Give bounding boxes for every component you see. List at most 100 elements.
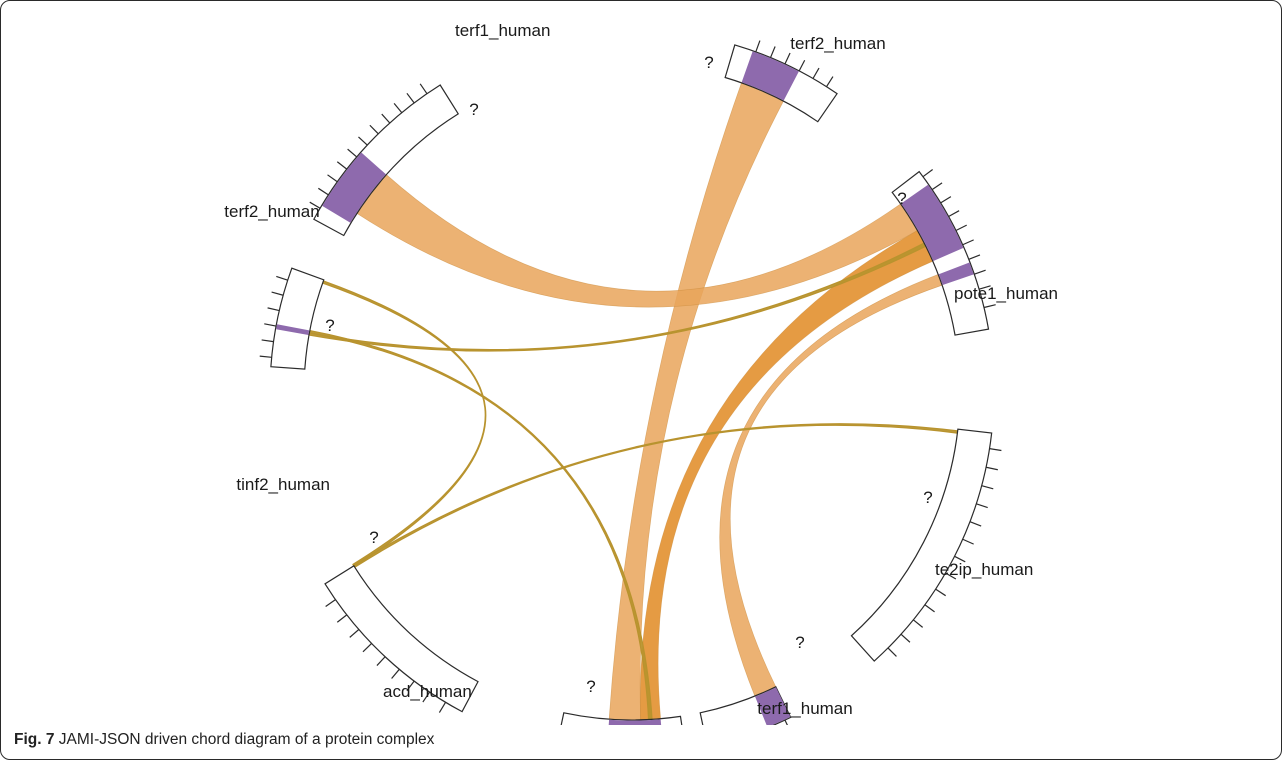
tick-mark [825, 76, 834, 88]
tick-mark [406, 680, 415, 692]
link-terf1_top-terf1_bottom [608, 82, 784, 721]
tick-mark [974, 269, 986, 275]
tick-mark [406, 92, 415, 104]
unknown-position-marker: ? [469, 100, 478, 119]
tick-mark [376, 656, 386, 666]
tick-mark [976, 503, 988, 509]
segment-terf1_top [724, 40, 838, 123]
tick-mark [940, 196, 952, 204]
tick-mark [422, 691, 431, 703]
binding-site [608, 719, 662, 725]
tick-mark [985, 466, 998, 471]
unknown-position-marker: ? [586, 677, 595, 696]
link-tinf2-acd [321, 280, 487, 568]
segment-pote1 [850, 428, 1002, 662]
unknown-position-marker: ? [897, 189, 906, 208]
tick-mark [784, 52, 791, 65]
tick-mark [968, 254, 981, 260]
caption-text: JAMI-JSON driven chord diagram of a prot… [58, 731, 435, 748]
segment-acd [324, 564, 479, 713]
segment-label: terf2_human [790, 34, 885, 53]
binding-site [276, 324, 310, 335]
binding-site [901, 184, 964, 261]
tick-mark [369, 124, 379, 135]
tick-mark [347, 148, 358, 158]
segment-arc [324, 564, 479, 713]
segments-layer [259, 40, 1002, 725]
tick-mark [327, 174, 338, 183]
tick-mark [812, 67, 820, 79]
tick-mark [381, 113, 391, 124]
unknown-position-marker: ? [795, 633, 804, 652]
segment-terf2_left [309, 83, 460, 237]
tick-mark [912, 619, 924, 628]
tick-mark [349, 629, 360, 638]
segment-label: terf1_human [455, 21, 550, 40]
segment-terf2_top [891, 169, 996, 336]
tick-mark [393, 103, 403, 114]
tick-mark [419, 83, 428, 95]
segment-label: te2ip_human [935, 560, 1033, 579]
tick-mark [259, 355, 272, 358]
segment-arc [850, 428, 993, 662]
tick-mark [309, 201, 321, 209]
tick-mark [798, 59, 806, 72]
tick-mark [438, 701, 447, 713]
unknown-position-marker: ? [325, 316, 334, 335]
segment-label: pote1_human [954, 284, 1058, 303]
segment-tinf2 [259, 267, 325, 370]
segment-arc [270, 267, 325, 370]
tick-mark [922, 169, 933, 178]
unknown-position-marker: ? [923, 488, 932, 507]
tick-mark [267, 307, 280, 312]
tick-mark [948, 210, 960, 218]
tick-mark [900, 633, 911, 643]
tick-mark [989, 448, 1002, 452]
tick-mark [962, 239, 974, 246]
binding-site [755, 687, 791, 725]
tick-mark [358, 136, 368, 146]
tick-mark [981, 485, 994, 490]
tick-mark [969, 521, 982, 527]
binding-site [322, 152, 386, 223]
tick-mark [924, 604, 935, 613]
tick-mark [336, 161, 348, 170]
tick-mark [945, 572, 957, 580]
segment-label: tinf2_human [236, 475, 330, 494]
links-layer [308, 82, 959, 721]
segment-label: terf2_human [224, 202, 319, 221]
tick-mark [769, 46, 776, 58]
segment-label: acd_human [383, 682, 472, 701]
unknown-position-marker: ? [704, 53, 713, 72]
tick-mark [325, 599, 336, 608]
labels-layer: terf1_human? terf2_human? pote1_human? te2i… [224, 21, 1058, 718]
tick-mark [931, 182, 943, 191]
tick-mark [261, 339, 274, 343]
segment-terf1_bottom [560, 712, 683, 725]
segment-label: terf1_human [757, 699, 852, 718]
binding-site [938, 262, 974, 286]
binding-site [741, 51, 799, 101]
tick-mark [264, 323, 277, 327]
tick-mark [962, 538, 974, 545]
tick-mark [336, 614, 348, 623]
tick-mark [271, 291, 284, 296]
tick-mark [983, 304, 996, 309]
tick-mark [955, 224, 967, 232]
tick-mark [978, 285, 991, 290]
unknown-position-marker: ? [369, 528, 378, 547]
tick-mark [391, 668, 400, 679]
link-terf2_top-te2ip [719, 274, 943, 697]
tick-mark [954, 555, 966, 563]
tick-mark [887, 647, 897, 657]
chord-diagram: terf1_human? terf2_human? pote1_human? te2i… [224, 21, 1058, 725]
tick-mark [362, 643, 373, 653]
tick-mark [935, 588, 946, 597]
figure-caption: Fig. 7 JAMI-JSON driven chord diagram of… [14, 731, 434, 749]
tick-mark [755, 40, 761, 53]
caption-label: Fig. 7 [14, 731, 55, 748]
tick-mark [318, 187, 329, 196]
tick-mark [784, 719, 788, 725]
segment-te2ip [699, 685, 792, 725]
